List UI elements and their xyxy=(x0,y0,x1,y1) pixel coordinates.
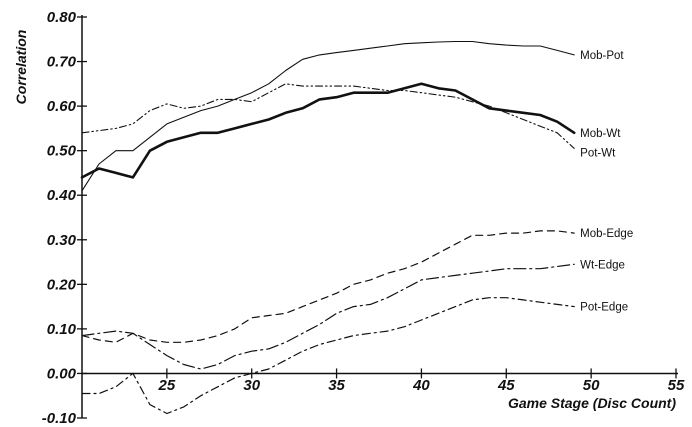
y-tick-label: 0.70 xyxy=(47,54,77,71)
y-tick-label: 0.10 xyxy=(47,321,77,338)
series-label-pot-wt: Pot-Wt xyxy=(580,147,616,159)
y-tick-label: 0.00 xyxy=(47,365,77,382)
series-line-mob-edge xyxy=(81,230,575,343)
y-tick-label: 0.30 xyxy=(47,232,77,249)
x-tick-label: 50 xyxy=(583,377,600,394)
y-tick-label: 0.50 xyxy=(47,143,77,160)
x-tick-label: 25 xyxy=(158,377,176,394)
x-tick-labels: 25 30 35 40 45 50 55 xyxy=(158,377,685,394)
y-tick-label: -0.10 xyxy=(42,410,77,427)
axes xyxy=(77,15,678,419)
series-label-mob-wt: Mob-Wt xyxy=(580,128,621,140)
x-tick-label: 40 xyxy=(412,377,430,394)
series-line-mob-pot xyxy=(81,40,575,192)
x-tick-label: 30 xyxy=(243,377,260,394)
y-tick-label: 0.40 xyxy=(47,187,77,204)
y-axis-title: Correlation xyxy=(13,30,29,105)
y-tick-label: 0.20 xyxy=(47,276,77,293)
series-label-mob-pot: Mob-Pot xyxy=(580,50,624,62)
series-lines xyxy=(80,40,576,415)
series-label-mob-edge: Mob-Edge xyxy=(580,228,633,240)
y-tick-label: 0.80 xyxy=(47,9,77,26)
x-axis-title: Game Stage (Disc Count) xyxy=(508,395,676,411)
y-tick-label: 0.60 xyxy=(47,98,77,115)
x-tick-label: 55 xyxy=(668,377,685,394)
series-line-wt-edge xyxy=(81,263,575,370)
series-line-pot-wt xyxy=(81,83,575,149)
series-line-mob-wt xyxy=(80,82,576,179)
x-tick-label: 45 xyxy=(497,377,515,394)
series-label-wt-edge: Wt-Edge xyxy=(580,259,625,271)
y-tick-labels: -0.10 0.00 0.10 0.20 0.30 0.40 0.50 0.60 0.70 0.8… xyxy=(42,9,77,427)
series-line-pot-edge xyxy=(81,297,575,415)
x-tick-label: 35 xyxy=(328,377,345,394)
series-labels: Mob-Pot Mob-Wt Pot-Wt Mob-Edge Wt-Edge Pot-Ed… xyxy=(580,50,633,314)
series-label-pot-edge: Pot-Edge xyxy=(580,302,628,314)
